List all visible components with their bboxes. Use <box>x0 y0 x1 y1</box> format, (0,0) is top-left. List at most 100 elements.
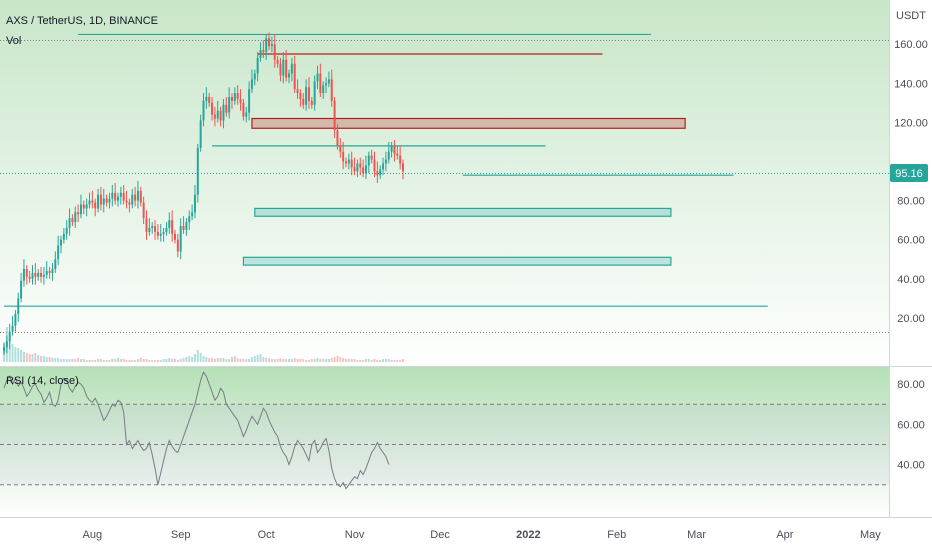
time-tick-label: Feb <box>607 529 626 541</box>
time-tick-label: Mar <box>687 529 706 541</box>
candle-body <box>134 194 137 201</box>
volume-bar <box>202 356 205 362</box>
candle-body <box>17 298 20 314</box>
candle-body <box>345 161 347 164</box>
volume-bar <box>91 360 94 362</box>
volume-bar <box>48 357 51 362</box>
candle-body <box>34 272 37 277</box>
volume-bar <box>222 358 225 362</box>
volume-bar <box>356 360 359 362</box>
volume-bar <box>362 360 365 362</box>
volume-bar <box>322 359 325 362</box>
candle-body <box>191 212 194 217</box>
volume-bar <box>379 360 382 362</box>
candle-body <box>99 194 102 205</box>
price-tick-label: 20.00 <box>897 313 925 325</box>
candle-body <box>384 159 387 164</box>
candle-body <box>11 325 14 332</box>
candle-body <box>390 145 393 152</box>
time-axis[interactable]: Aug Sep Oct Nov Dec 2022 Feb Mar Apr May <box>83 529 882 541</box>
volume-bar <box>273 359 276 362</box>
candle-body <box>54 259 57 270</box>
rsi-layer <box>0 370 889 490</box>
candle-body <box>77 212 80 215</box>
zone-box[interactable] <box>251 117 686 129</box>
rsi-axis[interactable]: 40.00 60.00 80.00 <box>897 379 925 471</box>
volume-bar <box>82 359 85 362</box>
price-axis[interactable]: 20.00 40.00 60.00 80.00 120.00 140.00 160.00 <box>894 39 928 325</box>
candle-body <box>276 59 279 64</box>
candle-body <box>57 245 60 260</box>
candle-body <box>62 233 65 240</box>
candle-body <box>211 102 214 115</box>
volume-bar <box>182 358 185 362</box>
candle-body <box>114 192 117 201</box>
volume-bar <box>114 359 117 362</box>
candle-body <box>151 226 154 228</box>
volume-bar <box>373 359 376 362</box>
volume-bar <box>327 359 330 362</box>
volume-bar <box>165 359 168 362</box>
volume-bar <box>370 360 373 362</box>
candle-body <box>14 313 17 326</box>
candle-body <box>364 165 367 174</box>
volume-bar <box>94 360 97 362</box>
candle-body <box>179 226 182 252</box>
volume-bar <box>102 360 105 362</box>
volume-bar <box>25 353 28 362</box>
volume-bar <box>128 360 131 362</box>
candle-body <box>216 110 219 119</box>
candle-body <box>302 98 305 105</box>
volume-bar <box>350 359 353 362</box>
candle-body <box>188 216 191 223</box>
volume-bar <box>359 360 362 362</box>
candle-body <box>248 89 251 113</box>
volume-bar <box>316 358 319 362</box>
volume-bar <box>199 353 202 362</box>
volume-bar <box>159 360 162 362</box>
volume-bar <box>31 354 34 362</box>
candle-body <box>45 270 48 275</box>
volume-bar <box>65 359 68 362</box>
volume-bar <box>239 359 242 362</box>
candle-body <box>362 167 365 174</box>
last-price-badge <box>890 164 928 182</box>
candle-body <box>333 100 336 131</box>
volume-label[interactable]: Vol <box>6 35 21 47</box>
candle-body <box>128 202 131 205</box>
volume-bar <box>97 359 100 362</box>
volume-bar <box>307 360 310 362</box>
volume-bar <box>290 359 293 362</box>
candle-body <box>313 81 316 105</box>
candle-body <box>353 167 356 172</box>
time-tick-label: Sep <box>171 529 191 541</box>
candle-body <box>176 239 179 252</box>
symbol-title[interactable]: AXS / TetherUS, 1D, BINANCE <box>6 15 158 27</box>
zone-box[interactable] <box>254 207 672 217</box>
candle-body <box>222 104 225 121</box>
candle-body <box>22 269 25 281</box>
candle-body <box>40 272 43 277</box>
candle-body <box>322 85 325 94</box>
candle-body <box>88 200 91 205</box>
volume-bar <box>88 360 91 362</box>
candle-body <box>233 93 236 101</box>
candle-body <box>347 159 350 164</box>
candle-body <box>25 269 28 277</box>
rsi-title[interactable]: RSI (14, close) <box>6 375 79 387</box>
volume-bar <box>339 357 342 362</box>
candle-body <box>382 163 385 170</box>
volume-bar <box>185 357 188 362</box>
volume-bar <box>131 360 134 362</box>
rsi-band-fill <box>0 404 889 485</box>
volume-bar <box>191 357 194 362</box>
candle-body <box>339 145 342 152</box>
candle-body <box>262 50 265 53</box>
candle-body <box>231 96 233 101</box>
volume-bar <box>196 350 199 362</box>
volume-bar <box>71 359 74 362</box>
volume-bar <box>8 340 11 362</box>
zone-box[interactable] <box>242 256 672 266</box>
time-tick-label: Dec <box>430 529 450 541</box>
